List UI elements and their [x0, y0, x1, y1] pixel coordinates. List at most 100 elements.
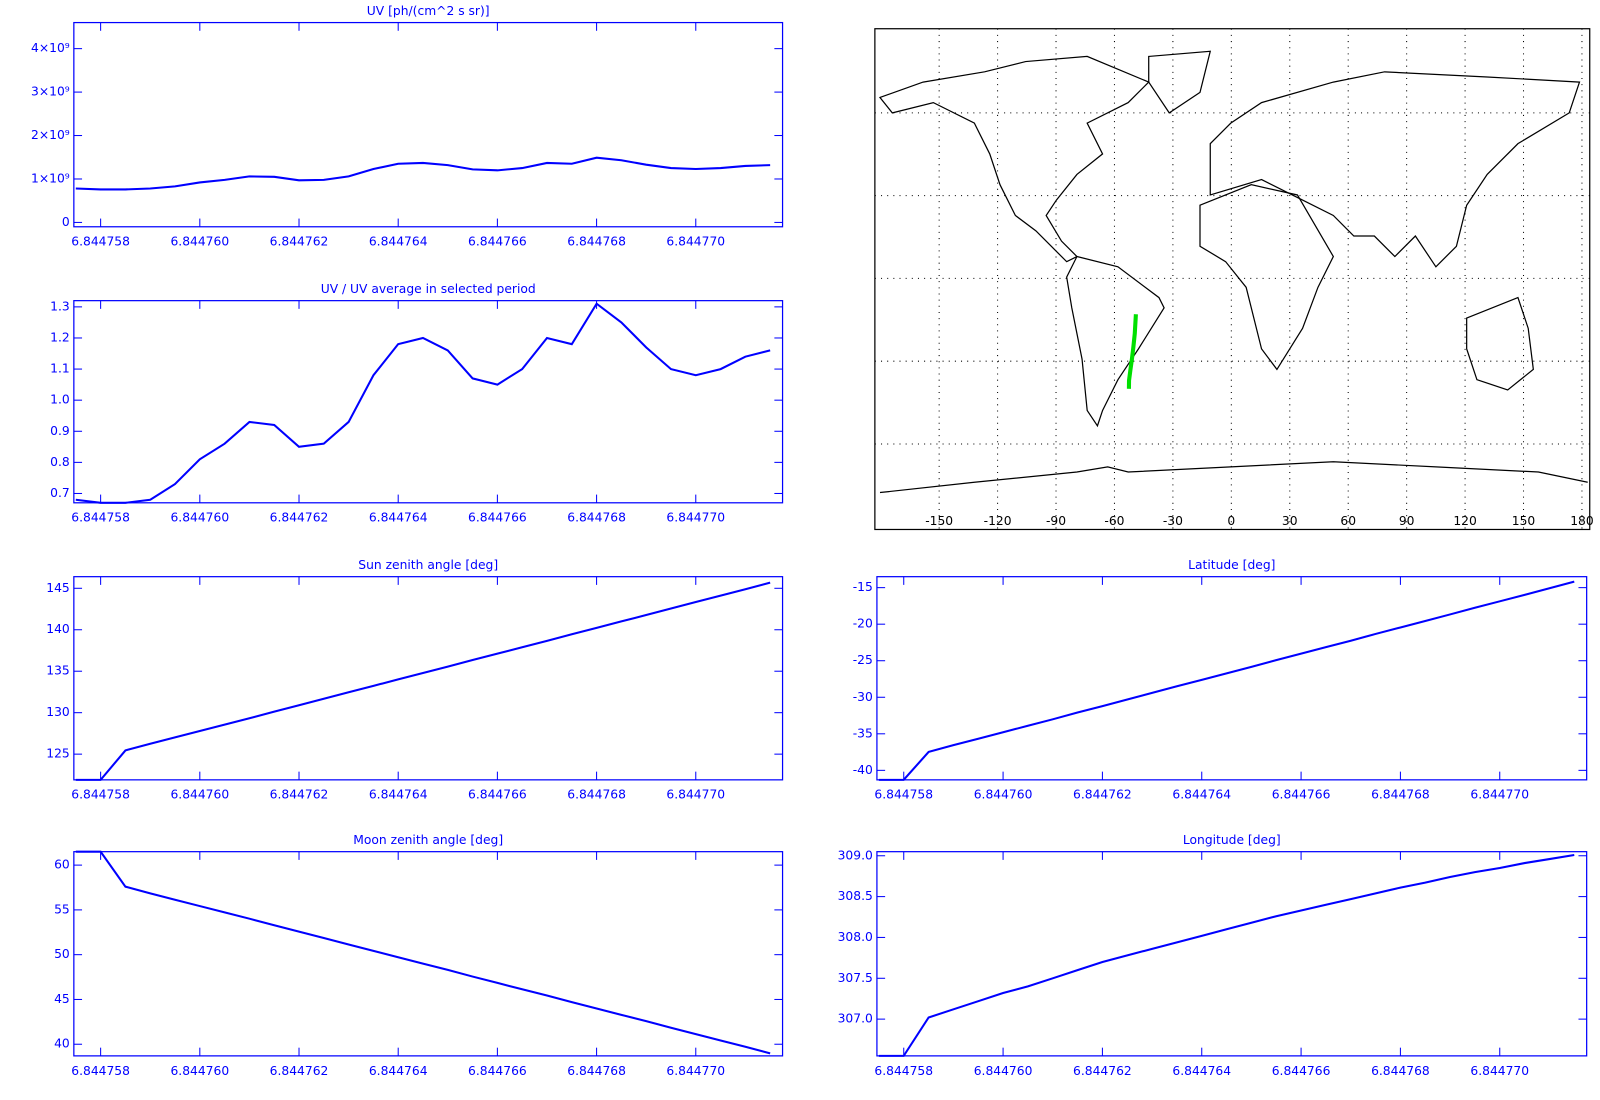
y-tick-label: 1.3: [50, 299, 70, 313]
x-tick-label: 6.844770: [666, 235, 725, 249]
chart-title: Longitude [deg]: [1183, 833, 1281, 847]
x-tick-label: 6.844762: [270, 511, 329, 525]
continents: [878, 50, 1588, 494]
y-tick-label: 1×10⁹: [31, 171, 70, 185]
data-line: [75, 302, 771, 504]
y-tick-label: -20: [853, 617, 873, 631]
chart-title: Sun zenith angle [deg]: [358, 558, 498, 572]
x-tick-label: 6.844766: [468, 235, 527, 249]
y-tick-label: 0: [62, 215, 70, 229]
y-tick-label: 1.1: [50, 362, 70, 376]
antarctica: [879, 461, 1588, 494]
x-tick-label: 180: [1570, 514, 1593, 528]
x-tick-label: -30: [1163, 514, 1183, 528]
x-tick-label: 6.844762: [1073, 1064, 1132, 1078]
y-tick-label: 307.5: [838, 971, 873, 985]
australia: [1466, 296, 1534, 391]
x-tick-label: 6.844760: [974, 1064, 1033, 1078]
y-tick-label: -25: [853, 653, 873, 667]
north-america: [878, 55, 1150, 263]
plot-frame: [73, 576, 784, 781]
x-tick-label: 6.844768: [1371, 1064, 1430, 1078]
x-tick-label: 6.844758: [874, 1064, 933, 1078]
x-tick-label: 6.844768: [567, 511, 626, 525]
x-tick-label: 6.844766: [468, 788, 527, 802]
x-tick-label: 6.844764: [369, 788, 428, 802]
x-tick-label: 6.844768: [1371, 788, 1430, 802]
x-tick-label: 90: [1399, 514, 1415, 528]
y-tick-label: -35: [853, 726, 873, 740]
x-tick-label: 6.844760: [170, 235, 229, 249]
y-tick-label: 1.0: [50, 393, 70, 407]
x-tick-label: 6.844762: [270, 1064, 329, 1078]
y-tick-label: 1.2: [50, 330, 70, 344]
y-tick-label: 135: [46, 664, 69, 678]
y-tick-label: 307.0: [838, 1012, 873, 1026]
plot-frame: [73, 21, 784, 228]
plot-frame: [876, 851, 1588, 1057]
x-tick-label: 6.844758: [71, 511, 130, 525]
x-tick-label: 6.844758: [71, 1064, 130, 1078]
greenland: [1148, 50, 1212, 114]
x-tick-label: 6.844758: [71, 788, 130, 802]
x-tick-label: 6.844764: [369, 235, 428, 249]
x-tick-label: 6.844760: [170, 1064, 229, 1078]
y-tick-label: 309.0: [838, 848, 873, 862]
plot-frame: [876, 576, 1588, 781]
x-tick-label: -150: [925, 514, 953, 528]
x-tick-label: 6.844770: [666, 1064, 725, 1078]
y-tick-label: 40: [54, 1037, 70, 1051]
y-tick-label: 3×10⁹: [31, 85, 70, 99]
x-tick-label: 6.844762: [270, 788, 329, 802]
chart-title: Moon zenith angle [deg]: [353, 833, 503, 847]
chart-title: UV [ph/(cm^2 s sr)]: [367, 4, 490, 18]
x-tick-label: 6.844764: [1172, 1064, 1231, 1078]
x-tick-label: 6.844768: [567, 1064, 626, 1078]
y-tick-label: 55: [54, 902, 70, 916]
chart-title: UV / UV average in selected period: [321, 282, 536, 296]
y-tick-label: -40: [853, 763, 873, 777]
y-tick-label: -30: [853, 690, 873, 704]
y-tick-label: 0.9: [50, 424, 70, 438]
x-tick-label: 6.844764: [369, 511, 428, 525]
x-tick-label: 6.844768: [567, 235, 626, 249]
data-line: [75, 581, 771, 781]
chart-title: Latitude [deg]: [1188, 558, 1275, 572]
y-tick-label: 308.5: [838, 889, 873, 903]
x-tick-label: 30: [1282, 514, 1298, 528]
y-tick-label: 0.7: [50, 486, 70, 500]
x-tick-label: 6.844758: [874, 788, 933, 802]
x-tick-label: 6.844758: [71, 235, 130, 249]
y-tick-label: 145: [46, 581, 69, 595]
eurasia: [1209, 71, 1581, 268]
x-tick-label: 6.844770: [1470, 1064, 1529, 1078]
data-line: [878, 853, 1575, 1057]
y-tick-label: 4×10⁹: [31, 41, 70, 55]
y-tick-label: 60: [54, 858, 70, 872]
data-line: [75, 850, 771, 1055]
x-tick-label: 6.844770: [666, 788, 725, 802]
africa: [1199, 184, 1335, 371]
y-tick-label: 308.0: [838, 930, 873, 944]
x-tick-label: -60: [1104, 514, 1124, 528]
y-tick-label: 125: [46, 747, 69, 761]
x-tick-label: 6.844764: [369, 1064, 428, 1078]
x-tick-label: 6.844760: [170, 788, 229, 802]
x-tick-label: 6.844766: [1272, 1064, 1331, 1078]
y-tick-label: 50: [54, 947, 70, 961]
y-tick-label: 45: [54, 992, 70, 1006]
plot-frame: [73, 851, 784, 1057]
x-tick-label: 6.844768: [567, 788, 626, 802]
y-tick-label: 2×10⁹: [31, 128, 70, 142]
ground-track: [1126, 314, 1138, 389]
x-tick-label: 6.844770: [666, 511, 725, 525]
x-tick-label: 0: [1227, 514, 1235, 528]
data-line: [75, 156, 771, 191]
y-tick-label: 130: [46, 705, 69, 719]
y-tick-label: 0.8: [50, 455, 70, 469]
x-tick-label: -90: [1046, 514, 1066, 528]
x-tick-label: 150: [1512, 514, 1535, 528]
x-tick-label: -120: [984, 514, 1012, 528]
